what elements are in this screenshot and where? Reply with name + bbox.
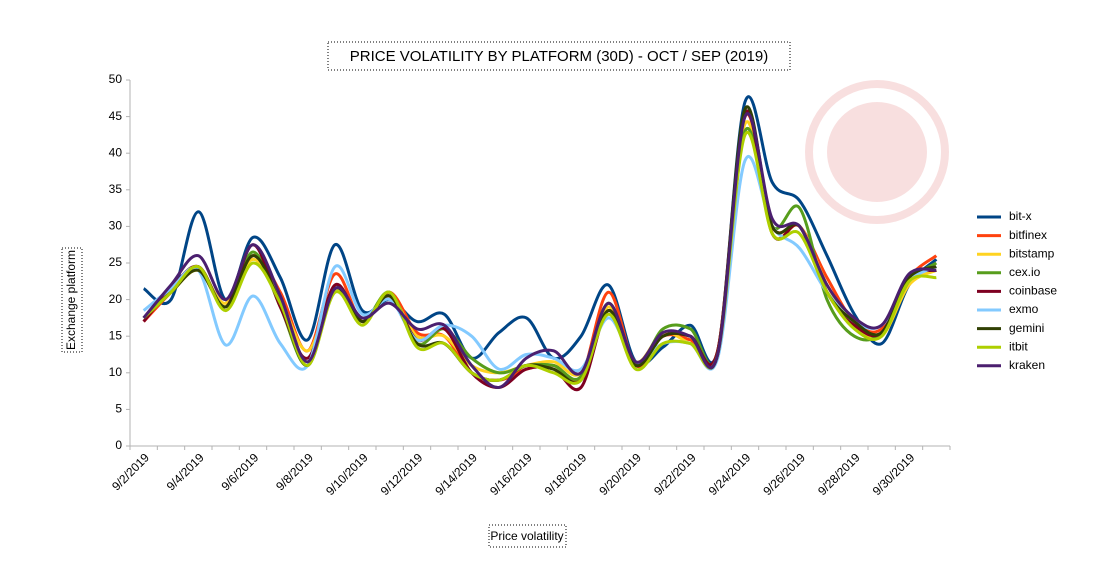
y-label-box xyxy=(61,247,83,353)
watermark xyxy=(805,80,949,224)
legend-label: bit-x xyxy=(1009,209,1032,223)
x-tick-label: 9/4/2019 xyxy=(164,450,207,493)
y-tick-label: 20 xyxy=(109,292,123,306)
x-tick-label: 9/20/2019 xyxy=(596,450,644,498)
y-tick-label: 10 xyxy=(109,365,123,379)
x-tick-label: 9/30/2019 xyxy=(870,450,918,498)
x-tick-label: 9/16/2019 xyxy=(487,450,535,498)
y-tick-label: 15 xyxy=(109,328,123,342)
x-tick-label: 9/22/2019 xyxy=(651,450,699,498)
legend-label: cex.io xyxy=(1009,265,1041,279)
y-tick-label: 25 xyxy=(109,255,123,269)
series-line xyxy=(142,109,937,392)
x-tick-label: 9/8/2019 xyxy=(273,450,316,493)
chart-title: PRICE VOLATILITY BY PLATFORM (30D) - OCT… xyxy=(350,48,768,65)
legend-label: kraken xyxy=(1009,358,1045,372)
legend-label: itbit xyxy=(1009,339,1028,353)
series-line xyxy=(142,112,937,389)
series-line xyxy=(142,155,938,373)
x-label-box xyxy=(488,524,567,548)
x-tick-label: 9/24/2019 xyxy=(706,450,754,498)
title-box xyxy=(327,41,791,71)
y-tick-label: 40 xyxy=(109,145,123,159)
legend-label: bitfinex xyxy=(1009,228,1047,242)
series-line xyxy=(142,130,937,385)
x-tick-label: 9/28/2019 xyxy=(815,450,863,498)
legend-label: bitstamp xyxy=(1009,246,1055,260)
x-tick-label: 9/18/2019 xyxy=(542,450,590,498)
x-tick-label: 9/10/2019 xyxy=(323,450,371,498)
y-tick-label: 30 xyxy=(109,219,123,233)
y-tick-label: 45 xyxy=(109,109,123,123)
x-tick-label: 9/6/2019 xyxy=(218,450,261,493)
y-tick-label: 5 xyxy=(115,402,122,416)
legend-label: coinbase xyxy=(1009,284,1057,298)
y-tick-label: 35 xyxy=(109,182,123,196)
x-tick-label: 9/12/2019 xyxy=(378,450,426,498)
legend-label: gemini xyxy=(1009,321,1044,335)
legend-label: exmo xyxy=(1009,302,1039,316)
y-axis-label: Exchange platform xyxy=(64,250,78,350)
x-tick-label: 9/2/2019 xyxy=(109,450,152,493)
series-line xyxy=(142,95,938,367)
y-tick-label: 50 xyxy=(109,72,123,86)
x-tick-label: 9/26/2019 xyxy=(760,450,808,498)
x-axis-label: Price volatility xyxy=(490,529,563,543)
x-tick-label: 9/14/2019 xyxy=(432,450,480,498)
y-tick-label: 0 xyxy=(115,438,122,452)
